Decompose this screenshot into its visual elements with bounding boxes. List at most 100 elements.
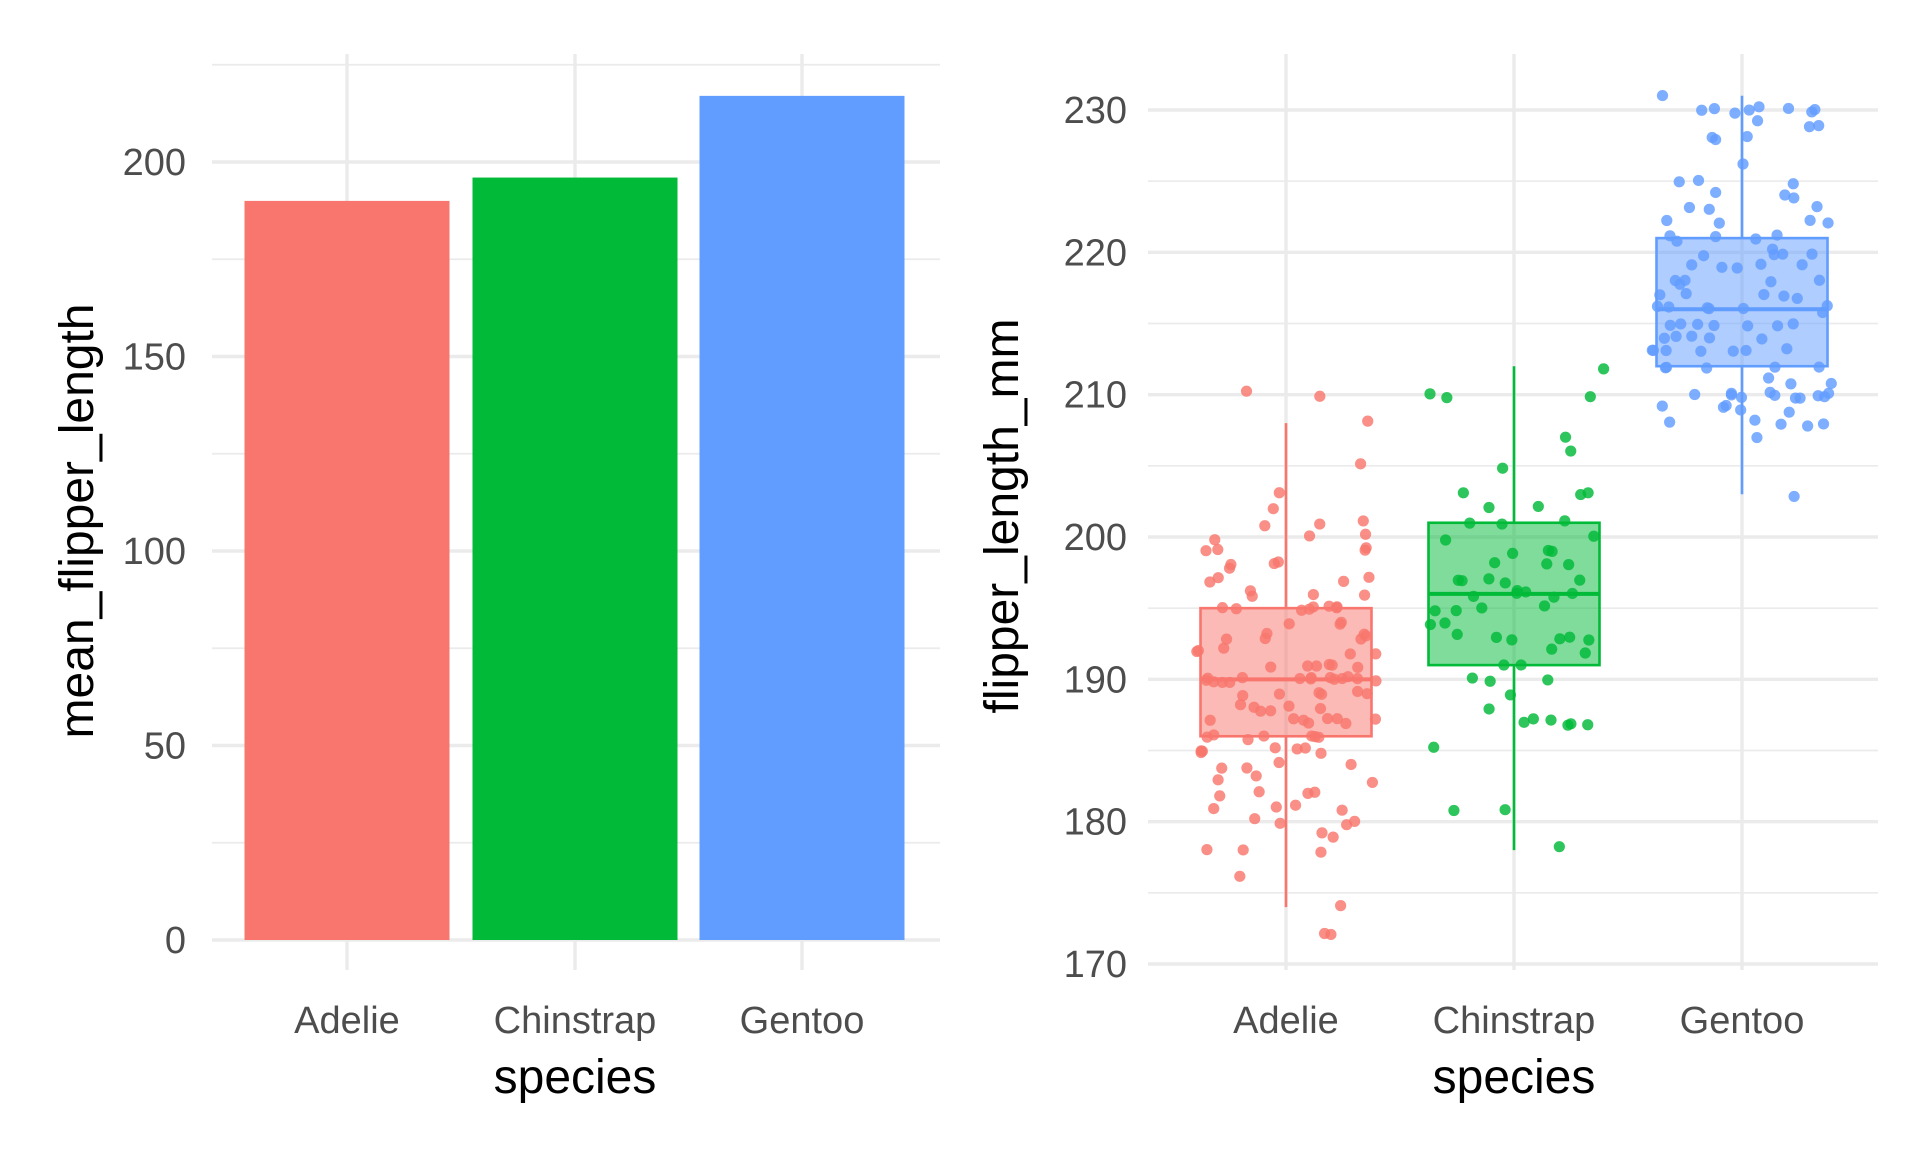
data-point [1234,699,1247,711]
data-point [1273,487,1285,499]
x-tick-label: Chinstrap [494,1000,657,1042]
data-point [1765,276,1777,288]
data-point [1518,716,1530,728]
data-point [1701,362,1713,374]
y-tick-label: 100 [123,531,186,573]
data-point [1575,488,1587,501]
data-point [1195,746,1207,759]
data-point [1220,633,1233,645]
bar-chart-panel: 0 50 100 150 200 Adelie Chinstrap Gentoo speci… [51,54,940,1104]
data-point [1370,648,1382,660]
data-point [1321,712,1334,725]
bar-chart-y-tick-labels: 0 50 100 150 200 [123,142,186,962]
data-point [1314,702,1327,715]
data-point [1507,547,1519,559]
data-point [1283,700,1295,712]
x-tick-label: Adelie [1233,1000,1339,1042]
data-point [1315,846,1327,858]
data-point [1515,659,1527,671]
data-point [1476,602,1488,614]
data-point [1813,361,1825,373]
data-point [1735,391,1748,404]
bar-chart-y-axis-title: mean_flipper_length [51,304,104,739]
data-point [1698,250,1710,262]
y-tick-label: 150 [123,337,186,379]
data-point [1751,431,1763,444]
data-point [1429,605,1441,617]
data-point [1484,675,1496,687]
data-point [1352,685,1364,698]
points-chinstrap [1424,363,1610,853]
data-point [1234,870,1246,882]
data-point [1769,389,1781,401]
data-point [1758,288,1770,301]
box-adelie [1199,423,1373,908]
data-point [1542,674,1554,686]
data-point [1370,675,1382,687]
data-point [1779,189,1791,201]
data-point [1817,418,1830,430]
data-point [1483,501,1495,514]
data-point [1225,558,1237,571]
data-point [1504,689,1517,701]
data-point [1258,730,1270,742]
data-point [1451,628,1463,640]
data-point [1259,520,1271,532]
data-point [1358,589,1371,601]
data-point [1191,645,1203,658]
data-point [1490,631,1503,643]
data-point [1428,741,1440,753]
data-point [1574,574,1586,586]
data-point [1813,274,1826,286]
data-point [1788,192,1800,204]
data-point [1647,344,1659,356]
data-point [1248,701,1260,713]
data-point [1656,89,1669,102]
data-point [1424,618,1437,631]
data-point [1755,258,1767,270]
data-point [1788,490,1800,503]
data-point [1669,274,1681,287]
data-point [1663,301,1675,313]
data-point [1265,705,1277,717]
data-point [1520,586,1532,598]
data-point [1467,590,1480,602]
data-point [1806,248,1818,260]
data-point [1771,320,1784,332]
data-point [1582,719,1594,731]
data-point [1692,318,1704,330]
data-point [1216,602,1229,614]
boxplot-gridlines [1148,54,1878,970]
data-point [1789,392,1802,404]
data-point [1785,378,1797,390]
data-point [1658,332,1670,344]
data-point [1439,617,1451,629]
data-point [1731,262,1743,274]
data-point [1825,377,1837,390]
data-point [1686,330,1698,342]
data-point [1294,672,1306,685]
data-point [1448,804,1460,817]
data-point [1499,577,1511,589]
data-point [1340,717,1352,730]
data-point [1689,388,1701,401]
data-point [1749,414,1761,426]
data-point [1274,817,1286,829]
data-point [1316,827,1328,839]
y-tick-label: 200 [123,142,186,184]
bar-adelie [244,200,450,940]
data-point [1545,714,1557,726]
data-point [1483,573,1495,585]
data-point [1328,673,1340,685]
data-point [1583,634,1595,646]
data-point [1297,714,1310,726]
boxplot-panel: 170 180 190 200 210 220 230 Adelie Chinstrap Gen… [976,54,1878,1104]
data-point [1200,674,1212,686]
data-point [1498,659,1510,671]
data-point [1756,333,1768,345]
data-point [1818,391,1831,403]
boxplot-y-axis-title: flipper_length_mm [976,319,1029,714]
data-point [1803,121,1816,133]
data-point [1352,661,1364,673]
